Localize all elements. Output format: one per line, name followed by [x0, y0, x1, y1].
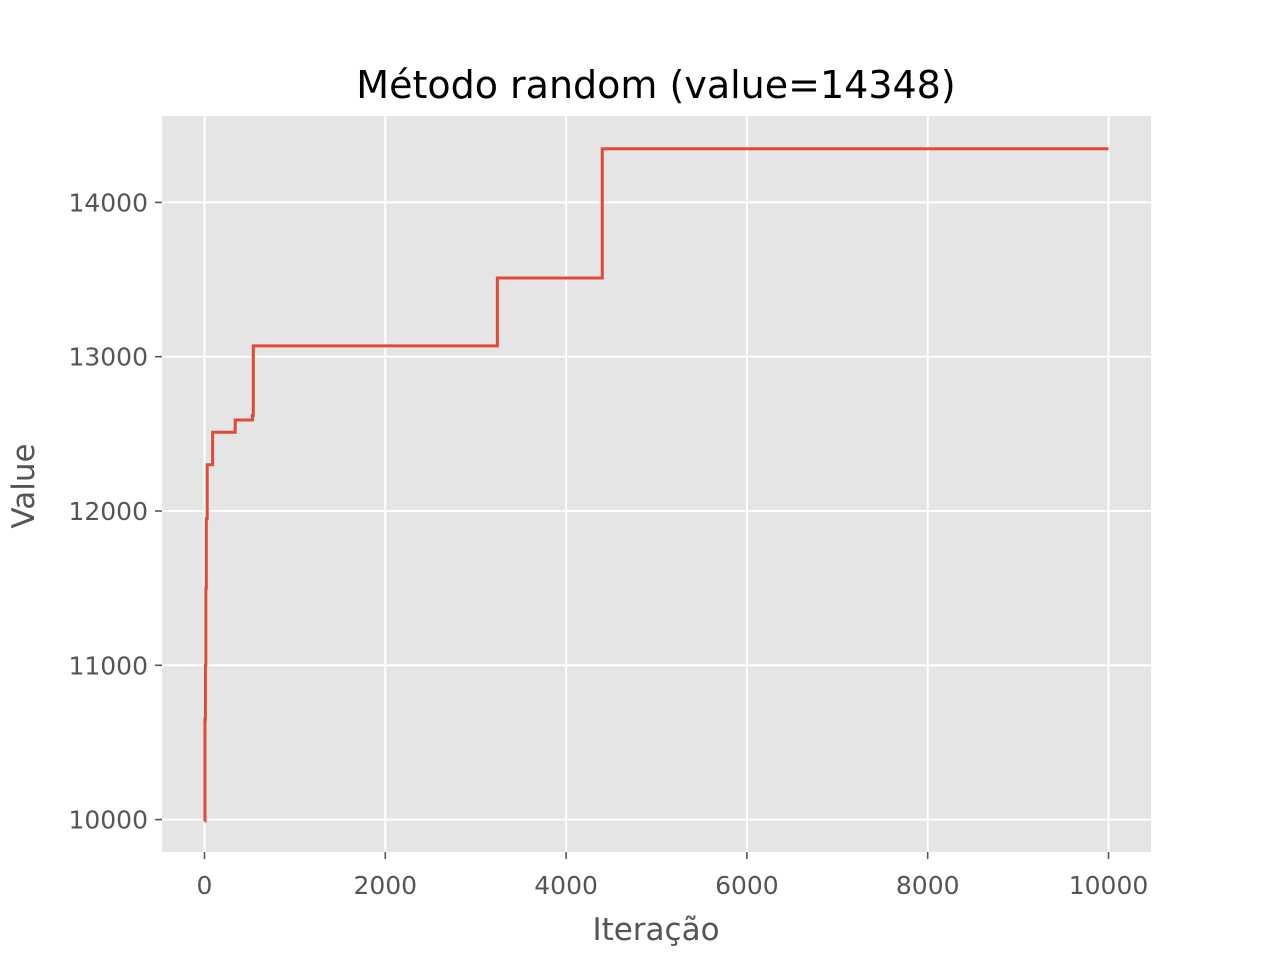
ticks: 0 2000 4000 6000 8000 10000 10000 11000 12000 130…	[68, 188, 1148, 900]
y-tick-label: 12000	[68, 497, 148, 526]
x-tick-label: 4000	[534, 871, 598, 900]
chart-title: Método random (value=14348)	[356, 63, 955, 107]
y-axis-label: Value	[6, 443, 42, 528]
grid-lines	[162, 116, 1151, 852]
y-tick-label: 11000	[68, 651, 148, 680]
y-tick-label: 14000	[68, 188, 148, 217]
series-line	[203, 147, 1109, 823]
x-tick-label: 2000	[353, 871, 417, 900]
y-tick-label: 13000	[68, 343, 148, 372]
series-group	[203, 147, 1109, 823]
x-tick-label: 6000	[715, 871, 779, 900]
x-tick-label: 10000	[1069, 871, 1149, 900]
x-tick-label: 0	[197, 871, 213, 900]
x-axis-label: Iteração	[592, 912, 719, 948]
y-tick-label: 10000	[68, 806, 148, 835]
x-tick-label: 8000	[896, 871, 960, 900]
plot-area	[162, 116, 1151, 852]
